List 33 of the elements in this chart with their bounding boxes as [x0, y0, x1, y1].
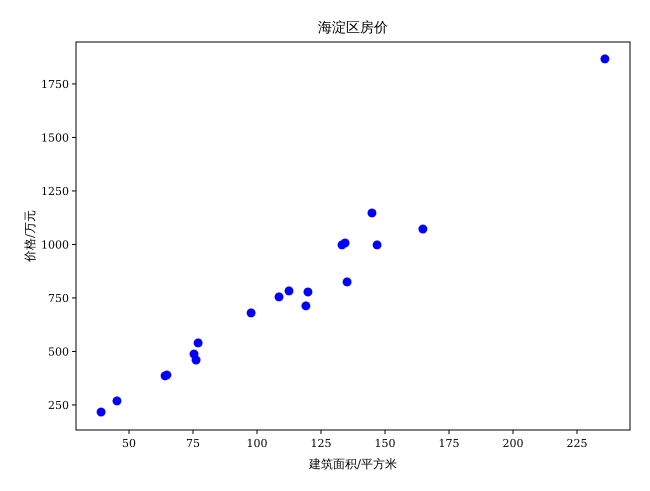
point	[274, 292, 284, 302]
x-axis-title: 建筑面积/平方米	[308, 457, 398, 471]
point	[303, 287, 312, 296]
point	[372, 240, 382, 250]
point	[342, 277, 352, 286]
y-tick-label: 1000	[41, 238, 69, 252]
point	[194, 338, 203, 348]
point	[301, 301, 310, 310]
point	[367, 208, 376, 218]
chart-title: 海淀区房价	[318, 20, 388, 36]
y-tick-label: 500	[48, 345, 69, 358]
y-tick-label: 1500	[41, 131, 69, 144]
y-tick-label: 250	[48, 398, 69, 412]
y-tick-label: 750	[48, 292, 69, 305]
point	[192, 356, 201, 365]
point	[284, 286, 294, 296]
x-tick-label: 200	[502, 437, 524, 450]
point	[340, 238, 350, 248]
x-tick-label: 175	[438, 437, 460, 450]
y-axis-title: 价格/万元	[23, 210, 37, 264]
x-tick-label: 100	[246, 437, 268, 450]
y-tick-label: 1750	[41, 78, 69, 91]
x-tick-label: 150	[374, 437, 396, 450]
point	[600, 54, 610, 64]
point	[96, 408, 106, 417]
x-tick-label: 125	[310, 437, 332, 450]
x-tick-label: 50	[122, 437, 136, 450]
x-tick-label: 75	[186, 437, 200, 450]
point	[418, 224, 428, 234]
point	[112, 396, 122, 406]
x-tick-label: 225	[566, 437, 588, 450]
point	[246, 308, 256, 318]
y-tick-label: 1250	[41, 184, 69, 198]
